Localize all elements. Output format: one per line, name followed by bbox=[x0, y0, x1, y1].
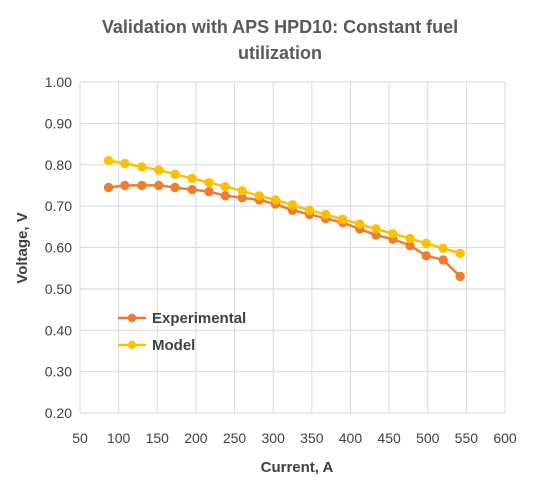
data-point-experimental bbox=[220, 191, 230, 201]
legend: Experimental Model bbox=[118, 310, 246, 354]
data-point-model bbox=[237, 186, 247, 196]
data-point-experimental bbox=[438, 255, 448, 265]
series-line-experimental bbox=[108, 184, 462, 278]
data-point-experimental bbox=[421, 251, 431, 261]
y-tick-label: 0.30 bbox=[45, 364, 72, 380]
data-point-model bbox=[187, 173, 197, 184]
legend-item-experimental: Experimental bbox=[118, 310, 246, 327]
data-point-experimental bbox=[103, 182, 114, 193]
data-point-model bbox=[371, 224, 381, 234]
data-point-model bbox=[287, 200, 298, 210]
legend-label: Experimental bbox=[152, 310, 246, 327]
x-tick-label: 600 bbox=[493, 430, 517, 446]
x-tick-label: 300 bbox=[262, 430, 286, 446]
y-tick-label: 0.50 bbox=[45, 281, 72, 297]
data-point-model bbox=[254, 191, 264, 201]
data-point-experimental bbox=[187, 184, 197, 195]
data-point-model bbox=[120, 158, 130, 169]
data-point-experimental bbox=[154, 180, 164, 191]
x-axis-title: Current, A bbox=[261, 459, 334, 476]
data-point-model bbox=[421, 238, 431, 249]
x-tick-label: 100 bbox=[107, 430, 131, 446]
legend-label: Model bbox=[152, 337, 195, 354]
data-point-model bbox=[304, 205, 315, 215]
data-point-model bbox=[438, 243, 448, 254]
data-point-model bbox=[170, 169, 180, 179]
x-tick-label: 350 bbox=[300, 430, 324, 446]
data-point-model bbox=[220, 181, 230, 192]
data-point-model bbox=[338, 214, 348, 225]
x-tick-label: 450 bbox=[377, 430, 401, 446]
x-tick-label: 250 bbox=[223, 430, 247, 446]
y-tick-label: 0.90 bbox=[45, 115, 72, 131]
y-tick-label: 1.00 bbox=[45, 74, 72, 90]
y-tick-label: 0.80 bbox=[45, 157, 72, 173]
tick-labels: 0.20 0.30 0.40 0.50 0.60 0.70 0.80 0.90 1.00 50 10… bbox=[45, 74, 517, 446]
legend-item-model: Model bbox=[118, 337, 195, 354]
series-line-model bbox=[108, 159, 461, 255]
x-tick-label: 550 bbox=[455, 430, 479, 446]
data-point-experimental bbox=[170, 182, 180, 193]
data-point-model bbox=[388, 229, 398, 239]
x-tick-label: 400 bbox=[339, 430, 363, 446]
y-tick-label: 0.70 bbox=[45, 198, 72, 214]
data-point-experimental bbox=[204, 186, 214, 197]
data-point-model bbox=[204, 177, 214, 188]
x-tick-label: 50 bbox=[72, 430, 88, 446]
series-model bbox=[103, 155, 465, 258]
y-tick-label: 0.60 bbox=[45, 240, 72, 256]
x-tick-label: 150 bbox=[146, 430, 170, 446]
data-point-model bbox=[154, 165, 164, 175]
y-axis-title: Voltage, V bbox=[14, 212, 31, 283]
data-point-experimental bbox=[137, 180, 147, 191]
data-point-model bbox=[455, 248, 465, 258]
y-tick-label: 0.40 bbox=[45, 322, 72, 338]
data-point-model bbox=[103, 155, 114, 166]
data-point-model bbox=[355, 219, 365, 229]
data-point-model bbox=[405, 233, 415, 244]
data-point-experimental bbox=[455, 271, 465, 282]
y-tick-label: 0.20 bbox=[45, 405, 72, 421]
data-point-model bbox=[321, 209, 331, 220]
x-tick-label: 500 bbox=[416, 430, 440, 446]
series-experimental bbox=[103, 180, 465, 282]
chart-title: Validation with APS HPD10: Constant fuel… bbox=[101, 17, 459, 63]
series-layer bbox=[103, 155, 465, 282]
x-tick-label: 200 bbox=[184, 430, 208, 446]
legend-swatch-marker bbox=[127, 313, 137, 323]
data-point-model bbox=[137, 162, 147, 172]
data-point-model bbox=[270, 195, 281, 205]
data-point-experimental bbox=[120, 180, 130, 191]
legend-swatch-marker bbox=[127, 340, 137, 350]
